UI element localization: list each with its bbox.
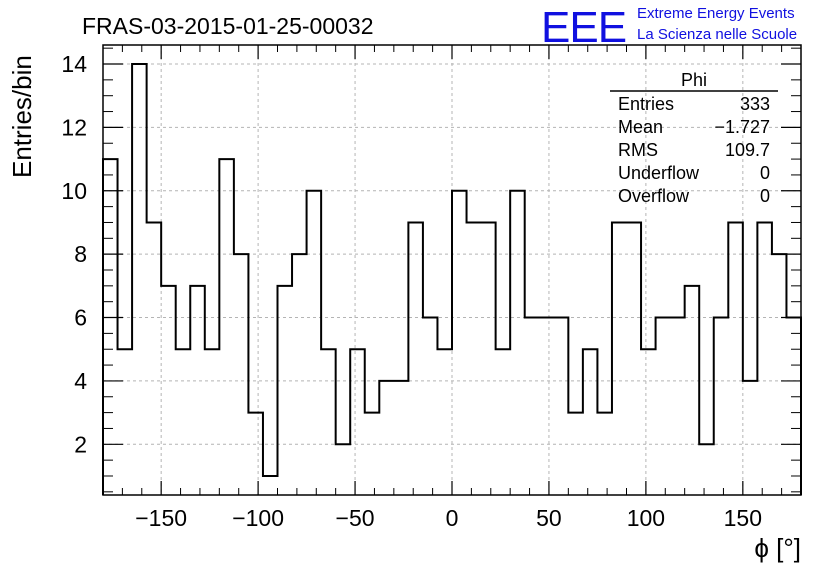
histogram-bin <box>263 476 278 495</box>
x-tick-label: −100 <box>232 505 284 531</box>
x-tick-label: 100 <box>627 505 665 531</box>
histogram-bin <box>772 254 787 495</box>
histogram-bin <box>248 413 263 495</box>
histogram-bin <box>350 349 365 495</box>
x-tick-label: 0 <box>446 505 459 531</box>
histogram-bin <box>423 318 438 495</box>
stats-value-entries: 333 <box>740 94 770 114</box>
histogram-bin <box>583 349 598 495</box>
histogram-bin <box>408 222 423 495</box>
y-tick-label: 4 <box>74 368 87 394</box>
histogram-bin <box>568 413 583 495</box>
histogram-outline <box>102 63 802 495</box>
stats-label-underflow: Underflow <box>618 163 700 183</box>
histogram-bin <box>554 318 569 495</box>
eee-logo: EEE <box>541 3 626 52</box>
histogram-bin <box>525 318 540 495</box>
plot-frame <box>102 44 802 496</box>
histogram-bin <box>728 222 743 495</box>
y-axis-title: Entries/bin <box>7 55 37 178</box>
stats-label-mean: Mean <box>618 117 663 137</box>
histogram-bin <box>321 349 336 495</box>
x-axis-ticks: −150 −100 −50 0 50 100 150 <box>121 45 783 531</box>
histogram-bin <box>307 191 322 495</box>
histogram-bin <box>627 222 642 495</box>
histogram-bin <box>292 254 307 495</box>
histogram-bin <box>656 318 671 495</box>
histogram-bin <box>394 381 409 495</box>
histogram-bin <box>699 444 714 495</box>
histogram-bin <box>452 191 467 495</box>
histogram-bin <box>612 222 627 495</box>
y-axis-ticks: 2 4 6 8 10 12 14 <box>61 47 801 493</box>
logo-line-2: La Scienza nelle Scuole <box>637 26 797 43</box>
histogram-bin <box>365 413 380 495</box>
stats-value-rms: 109.7 <box>725 140 770 160</box>
histogram-bin <box>670 318 685 495</box>
logo-line-1: Extreme Energy Events <box>637 5 795 22</box>
histogram-bin <box>714 318 729 495</box>
histogram-bin <box>336 444 351 495</box>
y-tick-label: 10 <box>61 178 87 204</box>
x-tick-label: 150 <box>724 505 762 531</box>
histogram-bin <box>786 318 801 495</box>
y-tick-label: 2 <box>74 431 87 457</box>
histogram-bin <box>205 349 220 495</box>
y-tick-label: 8 <box>74 241 87 267</box>
x-tick-label: −150 <box>135 505 187 531</box>
x-tick-label: 50 <box>536 505 562 531</box>
x-axis-title: ϕ [°] <box>754 533 801 563</box>
histogram-bin <box>118 349 133 495</box>
histogram-bin <box>597 413 612 495</box>
stats-value-mean: −1.727 <box>714 117 770 137</box>
stats-box: Phi Entries 333 Mean −1.727 RMS 109.7 Un… <box>610 70 778 206</box>
stats-value-underflow: 0 <box>760 163 770 183</box>
histogram-bin <box>481 222 496 495</box>
stats-box-name: Phi <box>681 70 707 90</box>
chart-title: FRAS-03-2015-01-25-00032 <box>82 13 374 39</box>
histogram-bin <box>234 254 249 495</box>
histogram-bin <box>757 222 772 495</box>
histogram-bin <box>743 381 758 495</box>
histogram-bin <box>496 349 511 495</box>
y-tick-label: 14 <box>61 51 87 77</box>
stats-label-entries: Entries <box>618 94 674 114</box>
histogram-bin <box>379 381 394 495</box>
x-tick-label: −50 <box>336 505 375 531</box>
stats-label-rms: RMS <box>618 140 658 160</box>
histogram-bin <box>190 286 205 495</box>
y-tick-label: 6 <box>74 305 87 331</box>
y-tick-label: 12 <box>61 114 87 140</box>
histogram-bin <box>539 318 554 495</box>
histogram-bin <box>510 191 525 495</box>
histogram-bin <box>147 222 162 495</box>
histogram-bin <box>437 349 452 495</box>
histogram-bin <box>176 349 191 495</box>
stats-value-overflow: 0 <box>760 186 770 206</box>
histogram-bin <box>132 64 147 495</box>
stats-label-overflow: Overflow <box>618 186 690 206</box>
histogram-bin <box>467 222 482 495</box>
histogram-bin <box>641 349 656 495</box>
